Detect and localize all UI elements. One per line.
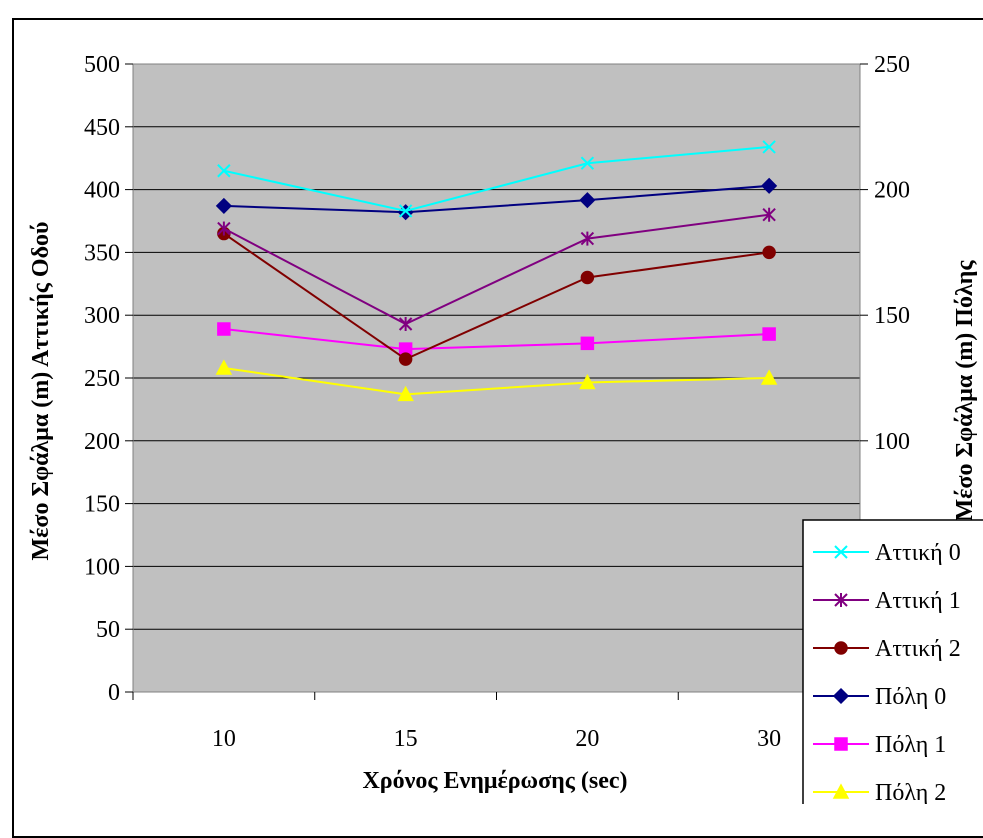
x-tick-label: 30 — [757, 726, 781, 752]
series-4-point — [579, 192, 596, 209]
series-1-point — [762, 140, 776, 154]
legend-label: Αττική 2 — [875, 636, 961, 662]
legend: Αττική 0 Αττική 1 Αττική 2 Πόλη 0 Πόλη 1 Πόλη… — [802, 519, 983, 804]
legend-marker — [832, 687, 850, 705]
series-line-2 — [223, 213, 770, 326]
series-6-point — [215, 359, 233, 375]
y-tick-label: 500 — [84, 52, 120, 78]
x-axis-title: Χρόνος Ενημέρωσης (sec) — [362, 768, 627, 794]
x-tick-label: 15 — [394, 726, 418, 752]
series-1-point — [580, 156, 595, 170]
legend-marker — [834, 641, 848, 655]
y-axis-title: Μέσο Σφάλμα (m) Αττικής Οδού — [28, 221, 54, 560]
legend-label: Αττική 0 — [875, 540, 961, 566]
legend-marker — [834, 737, 848, 751]
series-line-1 — [223, 145, 770, 212]
y-tick-label: 300 — [84, 303, 120, 329]
series-3-point — [762, 245, 776, 260]
series-3-point — [580, 270, 595, 285]
series-line-3 — [223, 232, 770, 361]
y-tick-label: 50 — [96, 617, 120, 643]
series-1-point — [398, 204, 413, 218]
legend-label: Πόλη 0 — [875, 684, 946, 710]
series-2-point — [762, 207, 776, 222]
series-4-point — [761, 177, 778, 194]
series-line-6 — [223, 366, 770, 396]
legend-label: Αττική 1 — [875, 588, 961, 614]
series-4-point — [215, 197, 232, 214]
series-2-point — [217, 221, 231, 236]
y-tick-label: 100 — [84, 554, 120, 580]
legend-box — [802, 519, 983, 804]
y2-axis-title: Μέσο Σφάλμα (m) Πόλης — [952, 260, 978, 522]
y-tick-label: 250 — [84, 366, 120, 392]
legend-label: Πόλη 2 — [875, 780, 946, 804]
series-3-point — [398, 352, 413, 366]
series-1-point — [217, 164, 231, 178]
y-tick-label: 450 — [84, 115, 120, 141]
y-tick-label: 200 — [84, 429, 120, 455]
legend-label: Πόλη 1 — [875, 732, 946, 758]
series-6-point — [397, 385, 414, 402]
x-tick-label: 20 — [575, 726, 599, 752]
series-2-point — [580, 231, 595, 246]
legend-marker — [834, 593, 848, 607]
x-tick-label: 10 — [212, 726, 236, 752]
y-tick-label: 0 — [108, 680, 120, 706]
y2-tick-label: 100 — [874, 429, 910, 455]
series-5-point — [217, 322, 231, 336]
series-5-point — [762, 327, 776, 341]
line-chart: 0 50 100 150 200 250 300 350 400 450 500 100 150 200 2… — [28, 52, 983, 804]
series-6-point — [760, 369, 778, 385]
y-tick-label: 400 — [84, 178, 120, 204]
legend-marker — [832, 783, 850, 799]
y2-tick-label: 150 — [874, 303, 910, 329]
y-tick-label: 350 — [84, 240, 120, 266]
series-line-4 — [223, 184, 770, 214]
series-2-point — [398, 316, 413, 331]
y2-tick-label: 200 — [874, 178, 910, 204]
y2-tick-label: 250 — [874, 52, 910, 78]
series-5-point — [580, 336, 595, 351]
legend-marker — [834, 545, 848, 559]
y-tick-label: 150 — [84, 492, 120, 518]
series-line-5 — [223, 328, 770, 351]
series-6-point — [579, 373, 596, 390]
